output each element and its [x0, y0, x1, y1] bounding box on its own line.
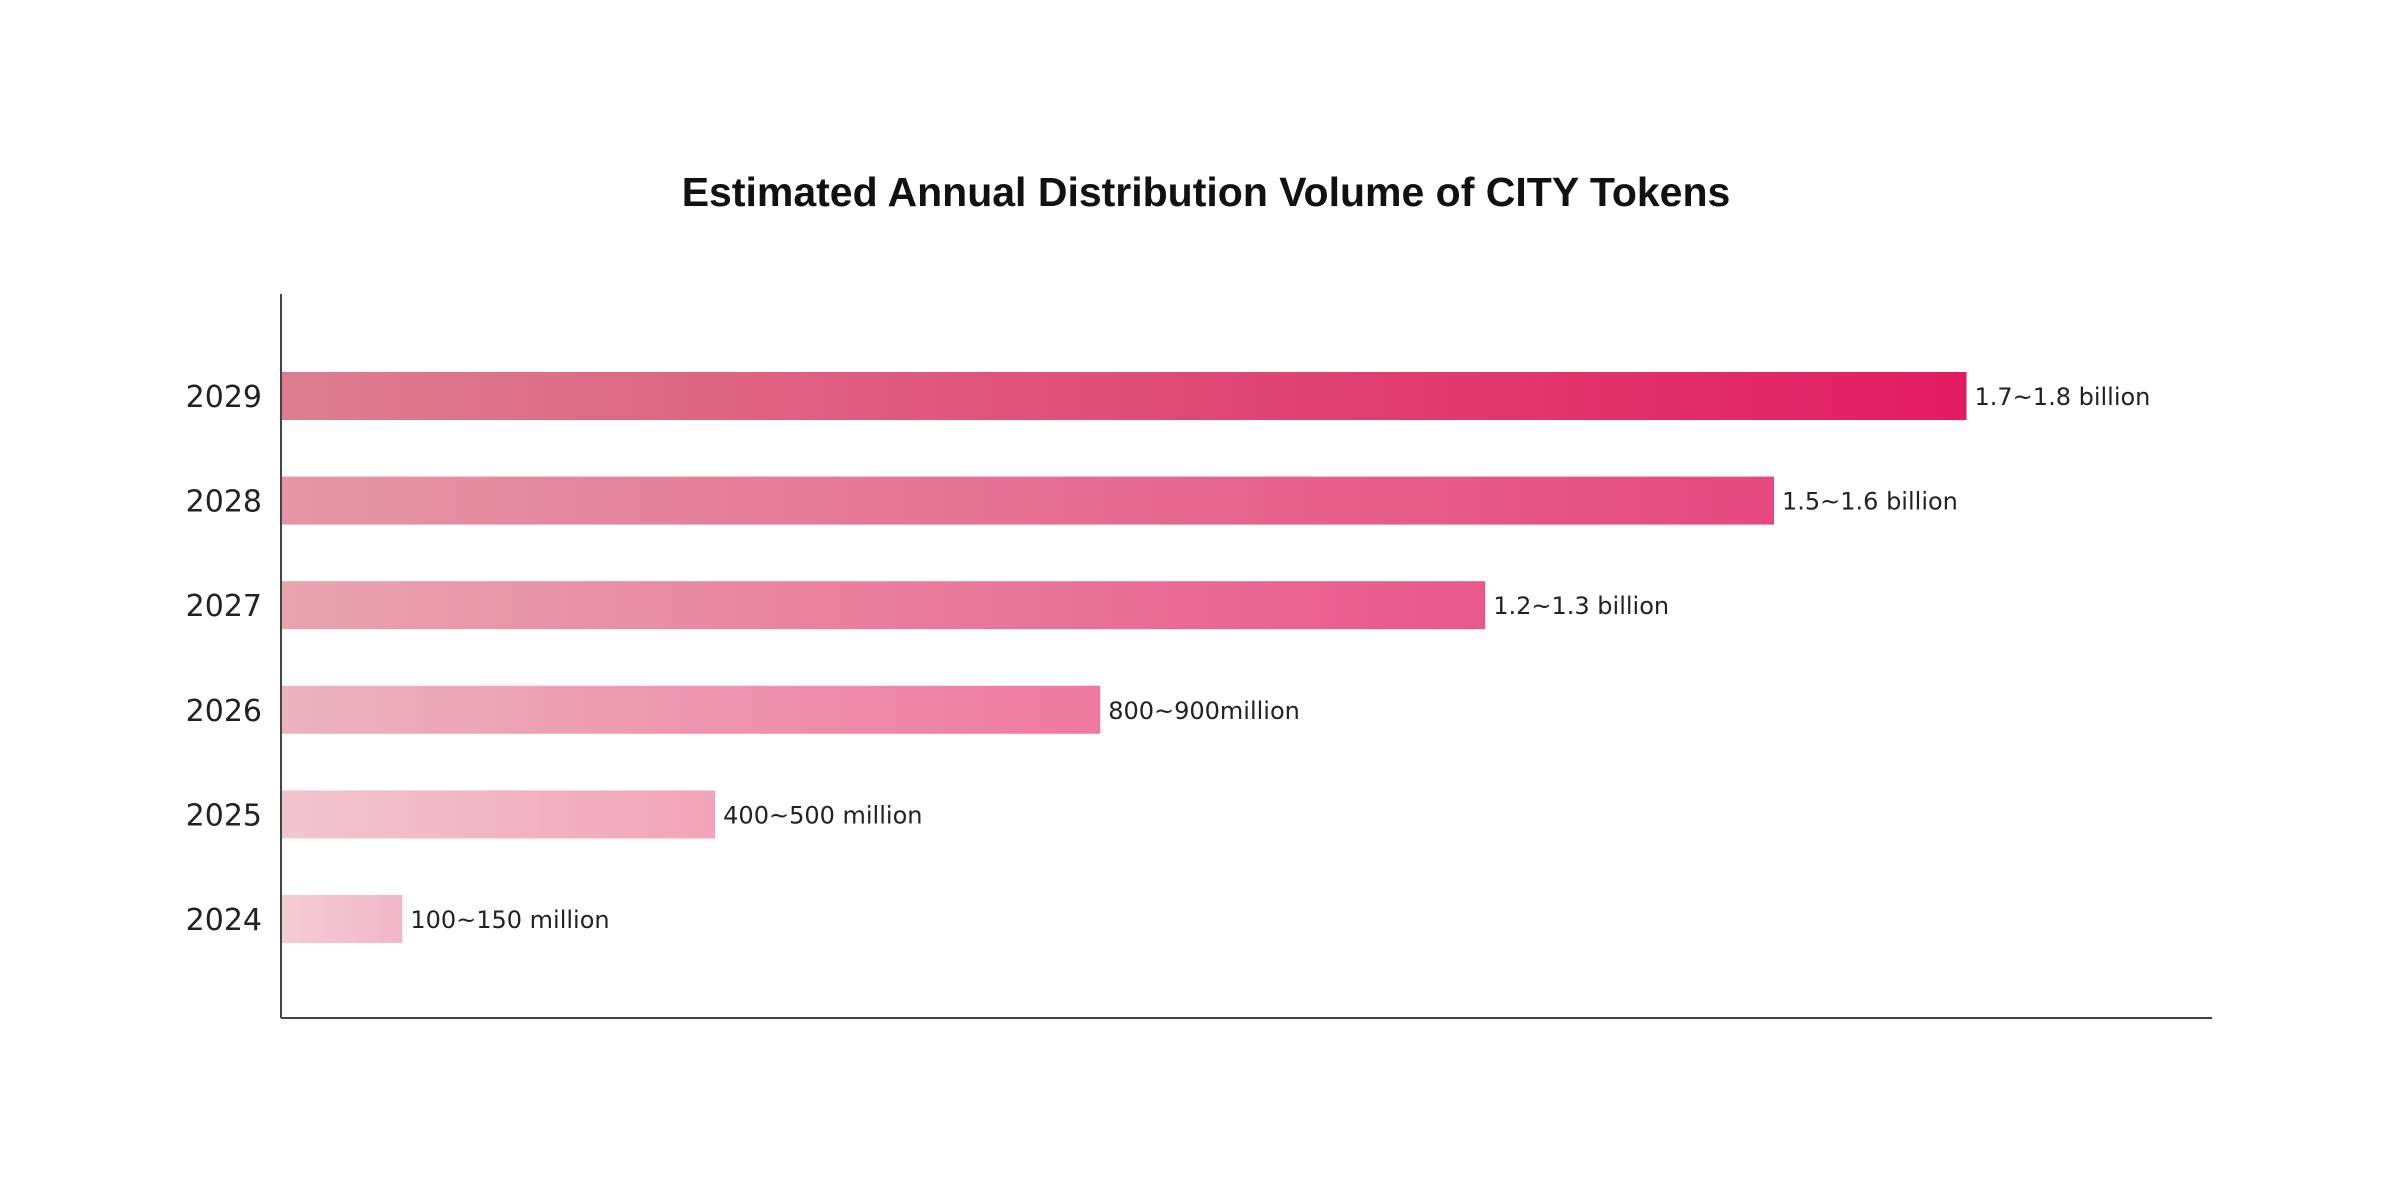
tick-label-2026: 2026: [186, 694, 262, 729]
bars-layer: [282, 372, 1967, 943]
bar-2026: [282, 685, 1101, 734]
bar-2025: [282, 790, 716, 839]
data-label-2029: 1.7~1.8 billion: [1975, 383, 2151, 411]
labels-layer: 2029 1.7~1.8 billion 2028 1.5~1.6 billion 20…: [186, 380, 2151, 938]
data-label-2024: 100~150 million: [410, 906, 609, 934]
tick-label-2024: 2024: [186, 903, 262, 938]
data-label-2027: 1.2~1.3 billion: [1493, 592, 1669, 620]
data-label-2026: 800~900million: [1108, 697, 1300, 725]
data-label-2028: 1.5~1.6 billion: [1782, 488, 1958, 516]
bar-2028: [282, 476, 1775, 525]
tick-label-2029: 2029: [186, 380, 262, 415]
tick-label-2028: 2028: [186, 485, 262, 520]
chart-title: Estimated Annual Distribution Volume of …: [682, 169, 1731, 215]
data-label-2025: 400~500 million: [723, 801, 922, 829]
tick-label-2025: 2025: [186, 798, 262, 833]
bar-2024: [282, 895, 403, 943]
bar-2027: [282, 581, 1486, 630]
tick-label-2027: 2027: [186, 589, 262, 624]
bar-2029: [282, 372, 1967, 420]
